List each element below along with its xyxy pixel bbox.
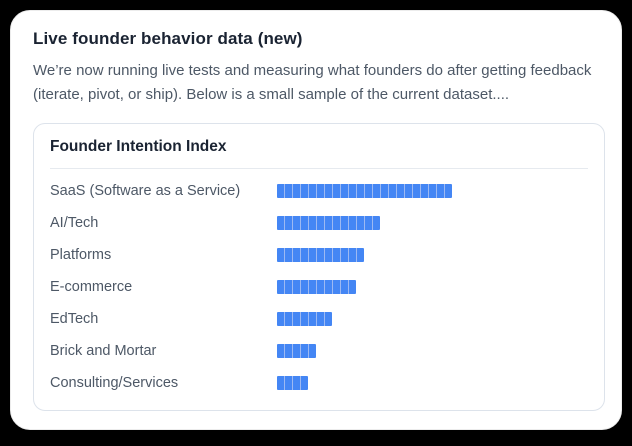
chart-bar [277,248,364,262]
chart-title: Founder Intention Index [50,138,227,155]
chart-bar [277,376,308,390]
founder-intention-index-card: Founder Intention Index SaaS (Software a… [33,123,605,411]
page-title: Live founder behavior data (new) [33,29,303,48]
chart-bar [277,280,356,294]
chart-bar [277,312,332,326]
chart-row-label: EdTech [50,311,99,327]
chart-row: Brick and Mortar [50,335,588,367]
chart-row-label: SaaS (Software as a Service) [50,183,241,199]
chart-row-label: Brick and Mortar [50,343,157,359]
page-description: We’re now running live tests and measuri… [33,62,592,103]
chart-row: AI/Tech [50,207,588,239]
chart-rows: SaaS (Software as a Service) AI/Tech Pla… [50,175,588,399]
chart-row: SaaS (Software as a Service) [50,175,588,207]
chart-row: EdTech [50,303,588,335]
chart-row-label: E-commerce [50,279,133,295]
chart-row-label: Platforms [50,247,112,263]
chart-bar [277,344,316,358]
chart-row: E-commerce [50,271,588,303]
chart-row: Platforms [50,239,588,271]
chart-row-label: AI/Tech [50,215,99,231]
chart-bar [277,216,380,230]
chart-row: Consulting/Services [50,367,588,399]
chart-row-label: Consulting/Services [50,375,179,391]
main-card: Live founder behavior data (new) We’re n… [10,10,622,430]
chart-bar [277,184,452,198]
chart-divider [50,168,588,169]
